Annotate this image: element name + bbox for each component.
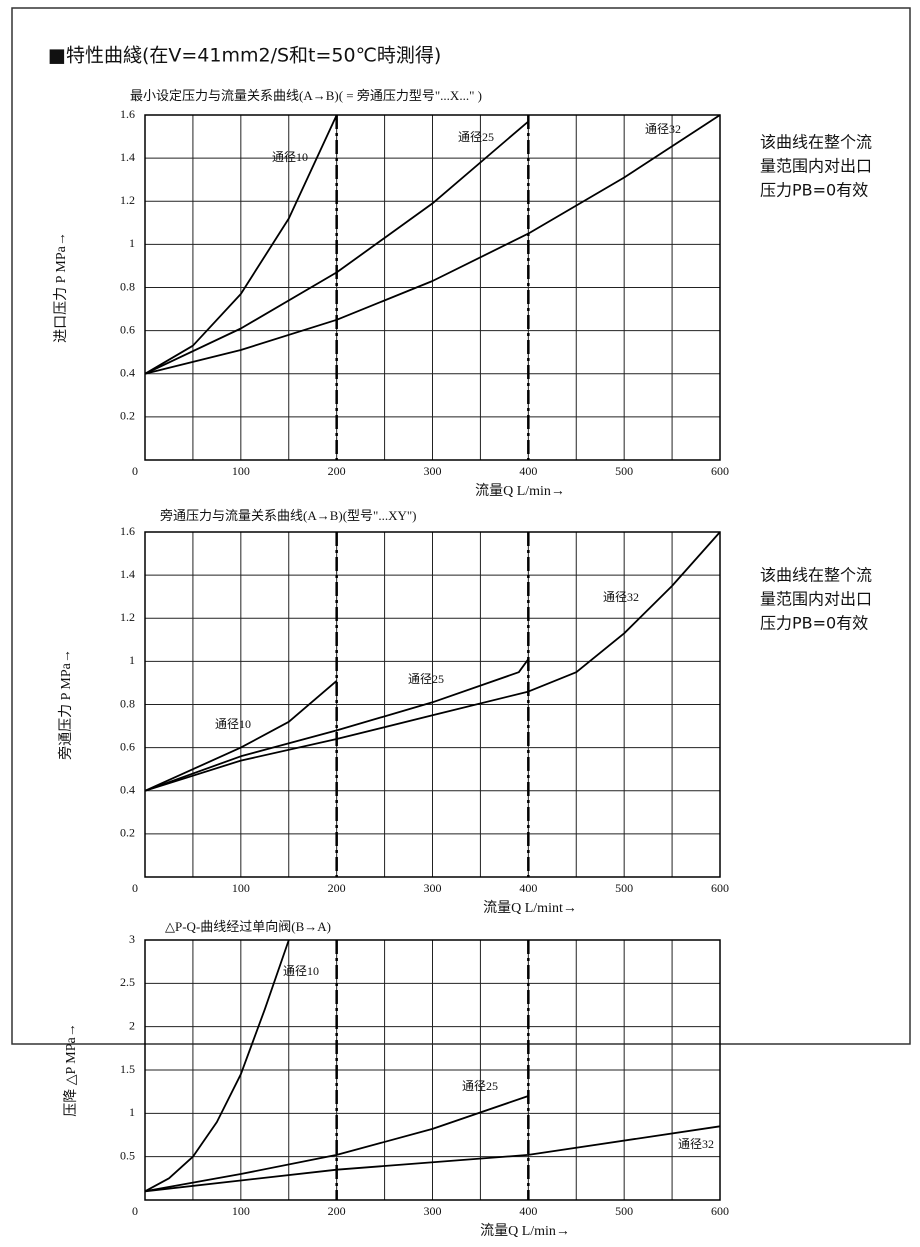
y-tick-label: 0.8	[120, 279, 135, 293]
y-tick-label: 0.6	[120, 739, 135, 753]
note: 量范围内对出口	[760, 590, 872, 609]
x-tick-label: 500	[615, 881, 633, 895]
y-axis-label: 进口压力 P MPa→	[53, 232, 69, 343]
series-line	[144, 531, 721, 792]
note: 量范围内对出口	[760, 157, 872, 176]
series-label: 通径10	[283, 964, 319, 978]
plot-frame	[144, 531, 721, 878]
chart-title: 最小设定压力与流量关系曲线(A→B)( = 旁通压力型号"...X..." )	[130, 88, 482, 103]
y-axis-label: 压降 △P MPa→	[63, 1023, 79, 1116]
series-line	[144, 114, 721, 375]
y-tick-label: 1.6	[120, 524, 135, 538]
y-axis-label: 旁通压力 P MPa→	[57, 649, 74, 760]
series-label: 通径10	[215, 717, 251, 731]
chart-title: △P-Q-曲线经过单向阀(B→A)	[165, 919, 331, 934]
y-tick-label: 0.4	[120, 366, 135, 380]
y-tick-label: 3	[129, 932, 135, 946]
series-label: 通径25	[458, 130, 494, 144]
y-tick-label: 0.2	[120, 826, 135, 840]
series-label: 通径32	[678, 1137, 714, 1151]
y-tick-label: 1	[129, 236, 135, 250]
series-label: 通径32	[603, 590, 639, 604]
x-tick-label: 100	[232, 881, 250, 895]
y-tick-label: 0.5	[120, 1148, 135, 1162]
x-tick-label: 200	[328, 464, 346, 478]
y-tick-label: 2	[129, 1018, 135, 1032]
y-tick-label: 2.5	[120, 975, 135, 989]
y-tick-label: 1.2	[120, 193, 135, 207]
plot-frame	[144, 939, 721, 1201]
chart-title: 旁通压力与流量关系曲线(A→B)(型号"...XY")	[160, 508, 417, 523]
series-label: 通径25	[462, 1079, 498, 1093]
x-tick-label: 600	[711, 464, 729, 478]
y-tick-label: 1.4	[120, 567, 135, 581]
x-axis-label: 流量Q L/min→	[480, 1223, 570, 1239]
x-tick-label: 300	[424, 464, 442, 478]
series-line	[144, 680, 338, 792]
x-tick-label: 600	[711, 1204, 729, 1218]
x-tick-label: 300	[424, 1204, 442, 1218]
y-tick-label: 1.4	[120, 150, 135, 164]
series-line	[144, 114, 338, 375]
x-tick-label: 500	[615, 1204, 633, 1218]
x-tick-label: 300	[424, 881, 442, 895]
series-label: 通径32	[645, 122, 681, 136]
heading: ■特性曲綫(在V=41mm2/S和t=50℃時測得)	[48, 45, 441, 67]
plot-frame	[144, 114, 721, 461]
series-label: 通径10	[272, 150, 308, 164]
note: 该曲线在整个流	[760, 566, 872, 585]
x-tick-label: 500	[615, 464, 633, 478]
x-tick-label: 600	[711, 881, 729, 895]
x-tick-label: 400	[519, 464, 537, 478]
series-line	[144, 1095, 529, 1193]
y-tick-label: 1.5	[120, 1062, 135, 1076]
series-label: 通径25	[408, 672, 444, 686]
y-tick-label: 0.2	[120, 409, 135, 423]
y-tick-label: 0.8	[120, 696, 135, 710]
x-tick-label: 400	[519, 881, 537, 895]
note: 压力PB=0有效	[760, 181, 868, 200]
series-line	[144, 120, 529, 375]
x-tick-label: 0	[132, 464, 138, 478]
series-line	[144, 939, 290, 1193]
x-tick-label: 400	[519, 1204, 537, 1218]
x-tick-label: 200	[328, 1204, 346, 1218]
x-tick-label: 100	[232, 464, 250, 478]
x-tick-label: 100	[232, 1204, 250, 1218]
note: 该曲线在整个流	[760, 133, 872, 152]
x-tick-label: 0	[132, 1204, 138, 1218]
y-tick-label: 1	[129, 653, 135, 667]
x-axis-label: 流量Q L/min→	[475, 483, 565, 499]
x-tick-label: 200	[328, 881, 346, 895]
x-tick-label: 0	[132, 881, 138, 895]
y-tick-label: 1.2	[120, 610, 135, 624]
series-line	[144, 658, 530, 792]
series-line	[144, 1125, 721, 1193]
x-axis-label: 流量Q L/mint→	[483, 900, 577, 916]
y-tick-label: 0.6	[120, 322, 135, 336]
note: 压力PB=0有效	[760, 614, 868, 633]
y-tick-label: 1.6	[120, 107, 135, 121]
frame	[11, 7, 911, 1045]
y-tick-label: 0.4	[120, 783, 135, 797]
y-tick-label: 1	[129, 1105, 135, 1119]
